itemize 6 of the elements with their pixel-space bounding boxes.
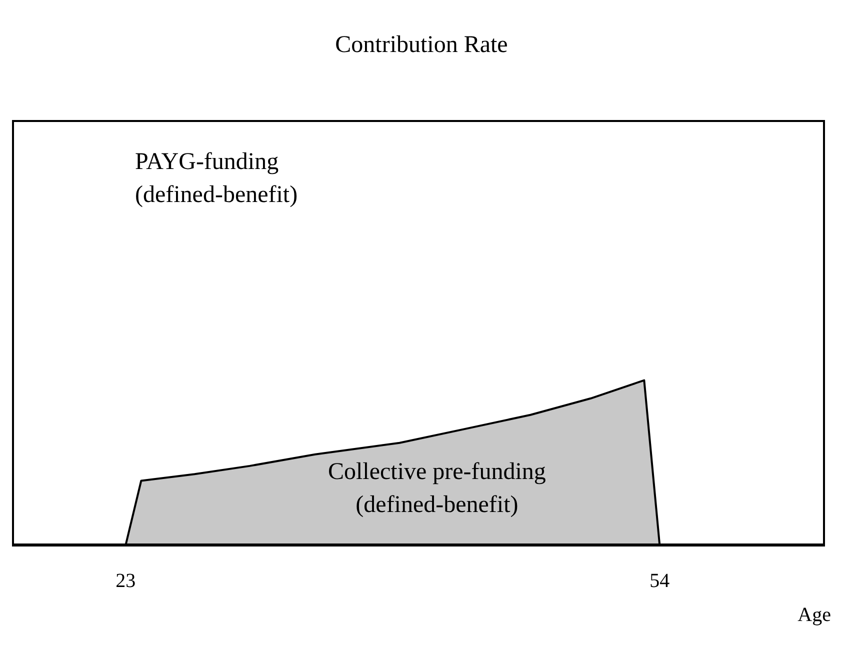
x-axis-title: Age xyxy=(798,604,831,627)
x-tick-label: 23 xyxy=(116,570,136,592)
annotation: Collective pre-funding (defined-benefit) xyxy=(328,458,546,520)
x-tick-label: 54 xyxy=(650,570,670,592)
text: PAYG-funding (defined-benefit) xyxy=(135,148,298,210)
chart-title: Contribution Rate xyxy=(334,32,509,59)
